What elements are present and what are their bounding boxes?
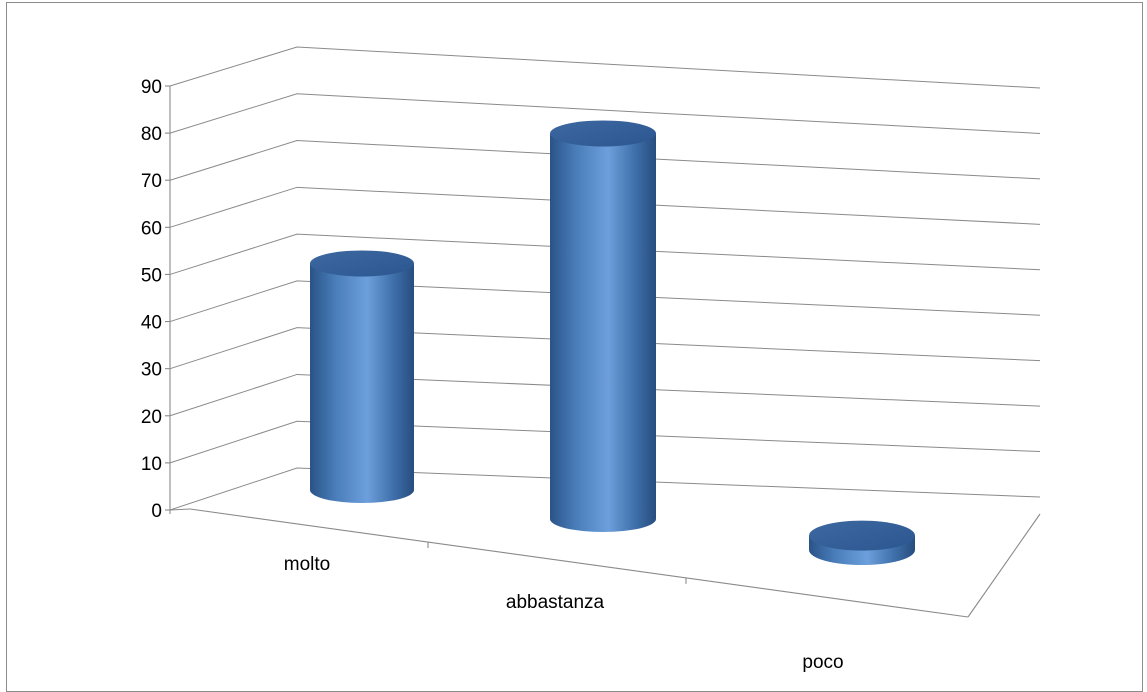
y-tick-label-50: 50 xyxy=(141,265,162,286)
x-axis-line xyxy=(189,508,969,618)
y-tick-label-0: 0 xyxy=(151,501,162,522)
axis-labels: 0 10 20 30 40 50 60 70 80 90 molto abbastanza poco xyxy=(141,77,844,673)
x-tick-label-molto: molto xyxy=(284,554,330,575)
gridline-30 xyxy=(169,327,1041,370)
bar-body-molto xyxy=(310,263,414,503)
bar-abbastanza xyxy=(550,120,656,532)
bar-body-abbastanza xyxy=(550,133,656,532)
x-tick-label-abbastanza: abbastanza xyxy=(506,592,605,613)
bar-molto xyxy=(310,250,414,503)
floor-right-edge xyxy=(967,513,1041,618)
gridline-40 xyxy=(169,280,1041,323)
gridline-20 xyxy=(169,373,1041,417)
gridline-90 xyxy=(169,46,1041,89)
gridline-10 xyxy=(169,420,1041,464)
gridline-0 xyxy=(169,467,1041,511)
y-tick-label-60: 60 xyxy=(141,218,162,239)
bar-top-poco xyxy=(809,520,915,551)
bar-top-abbastanza xyxy=(550,120,656,147)
y-tick-label-70: 70 xyxy=(141,171,162,192)
bar-top-molto xyxy=(310,250,414,277)
y-tick-label-80: 80 xyxy=(141,124,162,145)
gridline-50 xyxy=(169,233,1041,275)
gridlines xyxy=(169,46,1041,511)
y-tick-label-30: 30 xyxy=(141,360,162,381)
x-tick-label-poco: poco xyxy=(802,652,843,673)
floor-left-edge xyxy=(169,508,191,511)
gridline-80 xyxy=(169,93,1041,134)
gridline-60 xyxy=(169,186,1041,228)
bar-poco xyxy=(809,520,915,565)
gridline-70 xyxy=(169,140,1041,181)
y-tick-label-40: 40 xyxy=(141,313,162,334)
bars xyxy=(310,120,915,565)
y-tick-label-20: 20 xyxy=(141,407,162,428)
axes xyxy=(165,85,1041,618)
y-tick-label-10: 10 xyxy=(141,454,162,475)
y-tick-label-90: 90 xyxy=(141,77,162,98)
